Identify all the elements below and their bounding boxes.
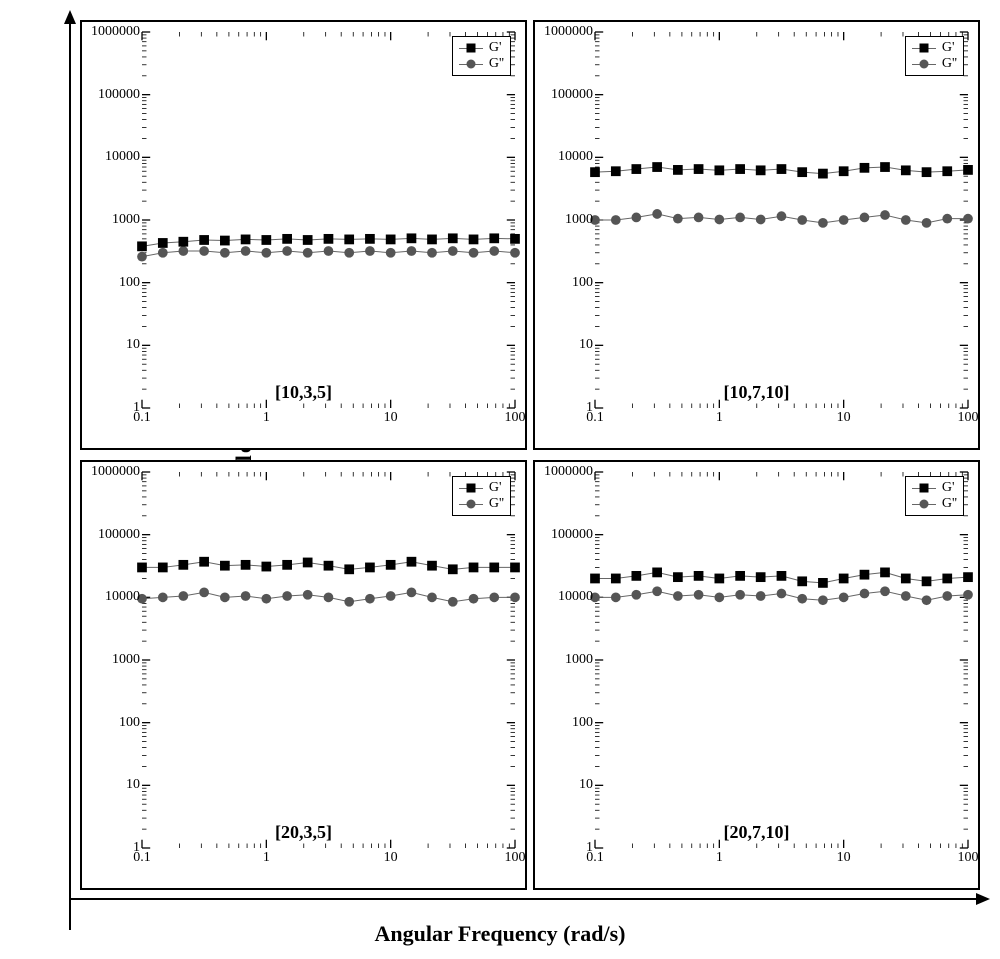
square-marker-icon (466, 484, 475, 493)
ytick-label: 10000 (538, 589, 593, 605)
xtick-label: 0.1 (133, 850, 151, 866)
circle-marker-icon (466, 500, 475, 509)
legend-item: G' (912, 480, 957, 496)
ytick-label: 1000 (85, 652, 140, 668)
ytick-label: 1 (85, 840, 140, 856)
xtick-label: 100 (505, 410, 526, 426)
figure: Storage moduli G' and loss moduli G'' (P… (0, 0, 1000, 959)
xtick-label: 100 (505, 850, 526, 866)
panel-bl: [20,3,5] G'G'' 1 10 100 1000 10000 100000 100000… (80, 460, 527, 890)
circle-marker-icon (466, 60, 475, 69)
legend-label: G'' (489, 56, 504, 72)
panel-tr: [10,7,10] G'G'' 1 10 100 1000 10000 100000 10000… (533, 20, 980, 450)
square-marker-icon (466, 44, 475, 53)
legend: G'G'' (905, 36, 964, 76)
x-axis-label: Angular Frequency (rad/s) (375, 921, 626, 947)
panel-br: [20,7,10] G'G'' 1 10 100 1000 10000 100000 10000… (533, 460, 980, 890)
panel-tl: [10,3,5] G'G'' 1 10 100 1000 10000 100000 100000… (80, 20, 527, 450)
ytick-label: 10 (538, 777, 593, 793)
xtick-label: 100 (958, 410, 979, 426)
xtick-label: 1 (716, 850, 723, 866)
legend-item: G'' (459, 496, 504, 512)
ytick-label: 100000 (538, 87, 593, 103)
ytick-label: 10000 (85, 149, 140, 165)
legend-item: G' (459, 40, 504, 56)
ytick-label: 1 (538, 840, 593, 856)
xtick-label: 1 (716, 410, 723, 426)
legend-label: G'' (942, 56, 957, 72)
ytick-label: 1 (85, 400, 140, 416)
legend: G'G'' (905, 476, 964, 516)
plot-svg (595, 32, 968, 408)
circle-marker-icon (919, 500, 928, 509)
ytick-label: 1000000 (538, 464, 593, 480)
plot-svg (595, 472, 968, 848)
panel-title: [10,7,10] (722, 382, 792, 403)
legend: G'G'' (452, 476, 511, 516)
legend-item: G'' (459, 56, 504, 72)
xtick-label: 1 (263, 410, 270, 426)
xtick-label: 100 (958, 850, 979, 866)
ytick-label: 1000000 (85, 464, 140, 480)
xtick-label: 10 (384, 410, 398, 426)
xtick-label: 0.1 (586, 850, 604, 866)
x-arrow (60, 889, 990, 909)
ytick-label: 100 (85, 715, 140, 731)
ytick-label: 1000 (85, 212, 140, 228)
ytick-label: 100000 (538, 527, 593, 543)
xtick-label: 10 (837, 410, 851, 426)
ytick-label: 10 (85, 337, 140, 353)
legend-label: G' (489, 40, 502, 56)
ytick-label: 10 (85, 777, 140, 793)
panel-grid: [10,3,5]G'G''110100100010000100000100000… (80, 20, 980, 890)
legend-item: G'' (912, 56, 957, 72)
square-marker-icon (919, 44, 928, 53)
xtick-label: 10 (837, 850, 851, 866)
ytick-label: 1000 (538, 212, 593, 228)
legend-label: G'' (489, 496, 504, 512)
legend-item: G'' (912, 496, 957, 512)
y-arrow (60, 10, 80, 950)
legend-label: G' (942, 480, 955, 496)
xtick-label: 10 (384, 850, 398, 866)
legend-label: G' (489, 480, 502, 496)
panel-title: [10,3,5] (273, 382, 334, 403)
plot-svg (142, 472, 515, 848)
ytick-label: 1000000 (538, 24, 593, 40)
xtick-label: 0.1 (133, 410, 151, 426)
ytick-label: 10000 (538, 149, 593, 165)
legend: G'G'' (452, 36, 511, 76)
legend-label: G'' (942, 496, 957, 512)
square-marker-icon (919, 484, 928, 493)
panel-title: [20,3,5] (273, 822, 334, 843)
ytick-label: 100 (538, 715, 593, 731)
xtick-label: 0.1 (586, 410, 604, 426)
ytick-label: 100 (538, 275, 593, 291)
ytick-label: 1000000 (85, 24, 140, 40)
xtick-label: 1 (263, 850, 270, 866)
ytick-label: 1000 (538, 652, 593, 668)
legend-item: G' (459, 480, 504, 496)
legend-item: G' (912, 40, 957, 56)
ytick-label: 100000 (85, 87, 140, 103)
ytick-label: 100000 (85, 527, 140, 543)
ytick-label: 1 (538, 400, 593, 416)
ytick-label: 10000 (85, 589, 140, 605)
plot-svg (142, 32, 515, 408)
ytick-label: 100 (85, 275, 140, 291)
circle-marker-icon (919, 60, 928, 69)
ytick-label: 10 (538, 337, 593, 353)
legend-label: G' (942, 40, 955, 56)
panel-title: [20,7,10] (722, 822, 792, 843)
